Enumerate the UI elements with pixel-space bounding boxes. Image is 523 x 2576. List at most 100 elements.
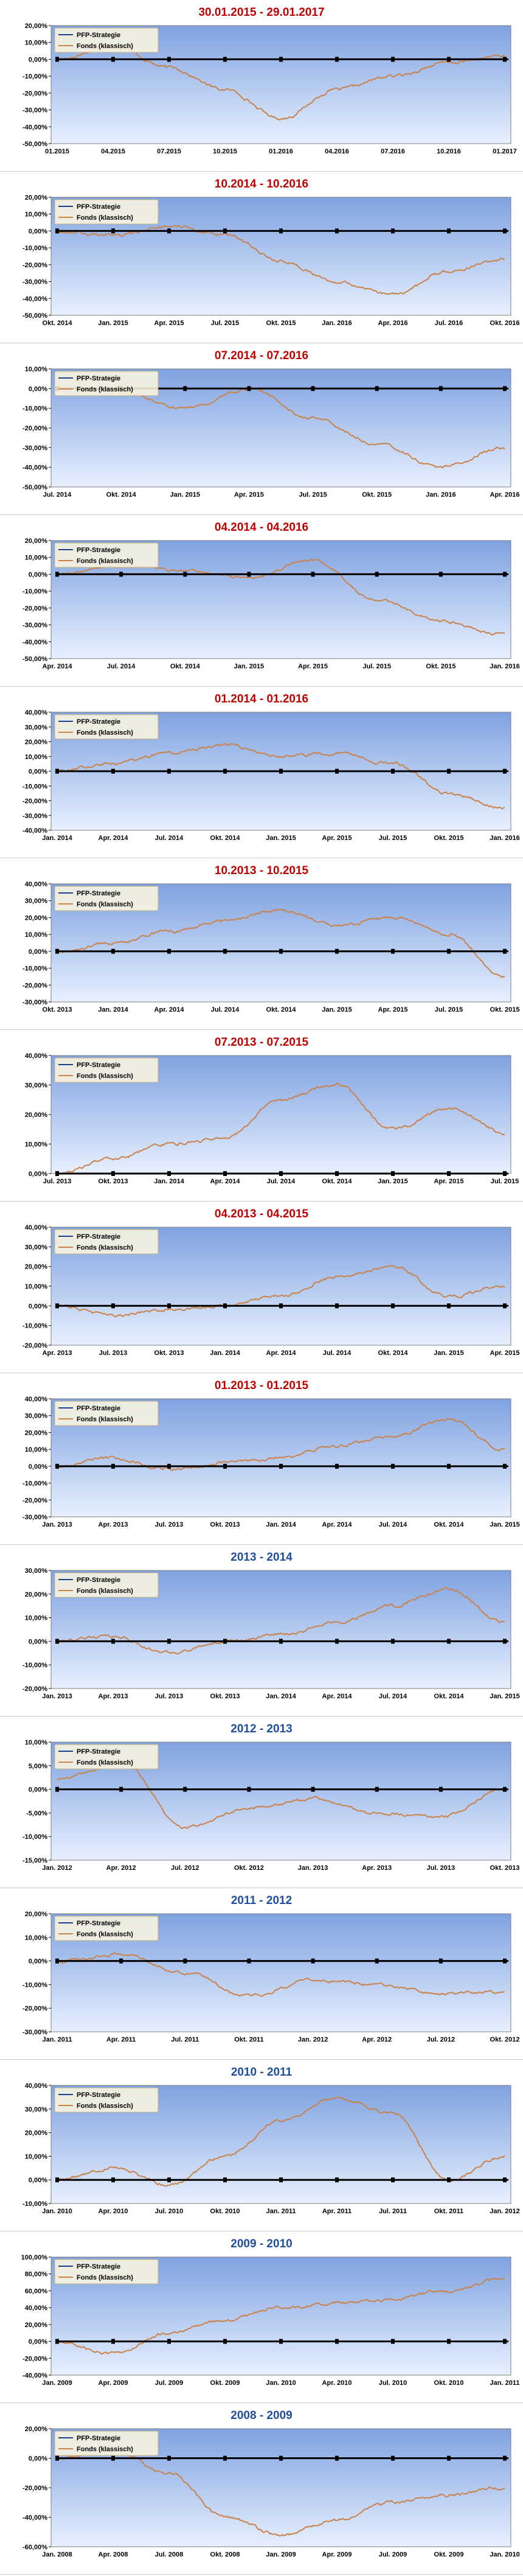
x-tick-label: Jul. 2014: [107, 663, 136, 670]
strategy-point: [335, 1171, 339, 1176]
legend-label-fonds: Fonds (klassisch): [77, 386, 133, 393]
chart-panel: 2008 - 2009 20,00% 0,00% -20,00% -40,00% -60,…: [0, 2403, 523, 2575]
x-tick-label: Apr. 2014: [322, 1693, 353, 1700]
strategy-point: [503, 228, 507, 234]
y-tick-label: -30,00%: [23, 1514, 47, 1521]
strategy-point: [247, 1958, 251, 1964]
line-chart: 20,00% 10,00% 0,00% -10,00% -20,00% -30,00% -4…: [23, 23, 517, 155]
legend-label-fonds: Fonds (klassisch): [77, 214, 133, 222]
x-tick-label: Jul. 2015: [299, 491, 327, 499]
strategy-point: [503, 1463, 507, 1469]
x-tick-label: Apr. 2014: [154, 1006, 185, 1013]
legend-box: [54, 1572, 159, 1598]
x-tick-label: 10.2015: [213, 148, 237, 155]
y-tick-label: 10,00%: [25, 211, 48, 219]
strategy-point: [503, 57, 507, 62]
x-tick-label: Jan. 2012: [42, 1864, 72, 1872]
x-tick-label: Jan. 2014: [210, 1349, 240, 1357]
x-tick-label: Jul. 2013: [155, 1521, 183, 1528]
x-tick-label: 07.2016: [381, 148, 405, 155]
x-tick-label: Jan. 2009: [42, 2379, 72, 2387]
x-tick-label: Okt. 2014: [266, 1006, 297, 1013]
x-tick-label: Jul. 2013: [155, 1693, 183, 1700]
strategy-point: [111, 1303, 115, 1309]
legend-label-fonds: Fonds (klassisch): [77, 1759, 133, 1766]
chart-panel: 04.2014 - 04.2016 20,00% 10,00% 0,00% -10,00…: [0, 515, 523, 687]
strategy-point: [279, 769, 283, 774]
y-tick-label: 20,00%: [25, 194, 48, 201]
x-tick-label: Apr. 2011: [322, 2208, 352, 2215]
strategy-point: [55, 57, 59, 62]
x-tick-label: Okt. 2012: [234, 1864, 264, 1872]
strategy-point: [335, 948, 339, 954]
x-tick-label: Jan. 2010: [490, 2551, 520, 2558]
y-tick-label: -5,00%: [26, 1810, 47, 1817]
strategy-point: [335, 2339, 339, 2344]
x-tick-label: Jul. 2014: [43, 491, 72, 499]
y-tick-label: 0,00%: [29, 768, 47, 775]
x-tick-label: Apr. 2015: [154, 320, 184, 327]
strategy-point: [335, 1303, 339, 1309]
y-tick-label: -10,00%: [23, 1833, 47, 1841]
strategy-point: [167, 228, 171, 234]
y-tick-label: -10,00%: [23, 73, 47, 80]
strategy-point: [55, 228, 59, 234]
y-tick-label: -20,00%: [23, 425, 47, 432]
y-tick-label: 20,00%: [25, 1911, 48, 1918]
legend-label-pfp-strategie: PFP-Strategie: [77, 2263, 120, 2270]
chart-panel: 2013 - 2014 30,00% 20,00% 10,00% 0,00% -10,00…: [0, 1545, 523, 1717]
y-tick-label: -40,00%: [23, 639, 47, 646]
x-tick-label: Apr. 2014: [322, 1521, 353, 1528]
chart-title: 01.2014 - 01.2016: [214, 693, 309, 705]
x-tick-label: Apr. 2014: [99, 835, 129, 842]
x-tick-label: Jan. 2014: [42, 835, 72, 842]
strategy-point: [167, 1171, 171, 1176]
legend-label-pfp-strategie: PFP-Strategie: [77, 32, 120, 39]
x-tick-label: Apr. 2011: [106, 2036, 136, 2043]
x-tick-label: Apr. 2014: [266, 1349, 297, 1357]
legend-label-fonds: Fonds (klassisch): [77, 43, 133, 50]
strategy-point: [391, 948, 395, 954]
strategy-point: [391, 2455, 395, 2461]
x-tick-label: Jul. 2015: [211, 320, 239, 327]
legend-label-pfp-strategie: PFP-Strategie: [77, 2435, 120, 2442]
x-tick-label: Okt. 2015: [434, 835, 464, 842]
legend-label-pfp-strategie: PFP-Strategie: [77, 547, 120, 554]
y-tick-label: 10,00%: [25, 555, 48, 562]
x-tick-label: Okt. 2014: [210, 835, 241, 842]
y-tick-label: -40,00%: [23, 2515, 47, 2522]
y-tick-label: 40,00%: [25, 1224, 48, 1231]
x-tick-label: Jul. 2014: [379, 1693, 407, 1700]
x-tick-label: Apr. 2010: [322, 2379, 352, 2387]
y-tick-label: 0,00%: [29, 1303, 47, 1310]
chart-title: 2009 - 2010: [230, 2238, 293, 2250]
line-chart: 20,00%0,00%-20,00%-40,00%-60,00%Jan. 200…: [23, 2426, 520, 2558]
legend-label-pfp-strategie: PFP-Strategie: [77, 1748, 120, 1755]
y-tick-label: 10,00%: [25, 1141, 48, 1149]
y-tick-label: -30,00%: [23, 999, 47, 1006]
strategy-point: [447, 1463, 451, 1469]
strategy-point: [111, 1639, 115, 1644]
y-tick-label: 10,00%: [25, 1283, 48, 1290]
strategy-point: [391, 57, 395, 62]
strategy-point: [447, 1639, 451, 1644]
line-chart: 20,00%10,00%0,00%-10,00%-20,00%-30,00%Ja…: [23, 1911, 519, 2043]
x-tick-label: Okt. 2014: [43, 320, 73, 327]
strategy-point: [447, 2339, 451, 2344]
y-tick-label: 10,00%: [25, 1615, 48, 1622]
x-tick-label: Okt. 2014: [106, 491, 137, 499]
y-tick-label: 5,00%: [29, 1763, 47, 1770]
line-chart: 20,00% 10,00% 0,00% -10,00% -20,00% -30,00% -4…: [23, 537, 520, 670]
strategy-point: [247, 1787, 251, 1792]
x-tick-label: Okt. 2015: [362, 491, 392, 499]
y-tick-label: -50,00%: [23, 484, 47, 491]
x-tick-label: Jul. 2012: [171, 1864, 199, 1872]
legend-label-pfp-strategie: PFP-Strategie: [77, 1062, 120, 1069]
strategy-point: [311, 1958, 315, 1964]
y-tick-label: -15,00%: [23, 1857, 47, 1864]
x-tick-label: Okt. 2014: [322, 1178, 353, 1185]
strategy-point: [375, 1787, 379, 1792]
x-tick-label: Okt. 2008: [210, 2551, 240, 2558]
y-tick-label: 0,00%: [29, 2455, 47, 2463]
strategy-point: [119, 1787, 123, 1792]
